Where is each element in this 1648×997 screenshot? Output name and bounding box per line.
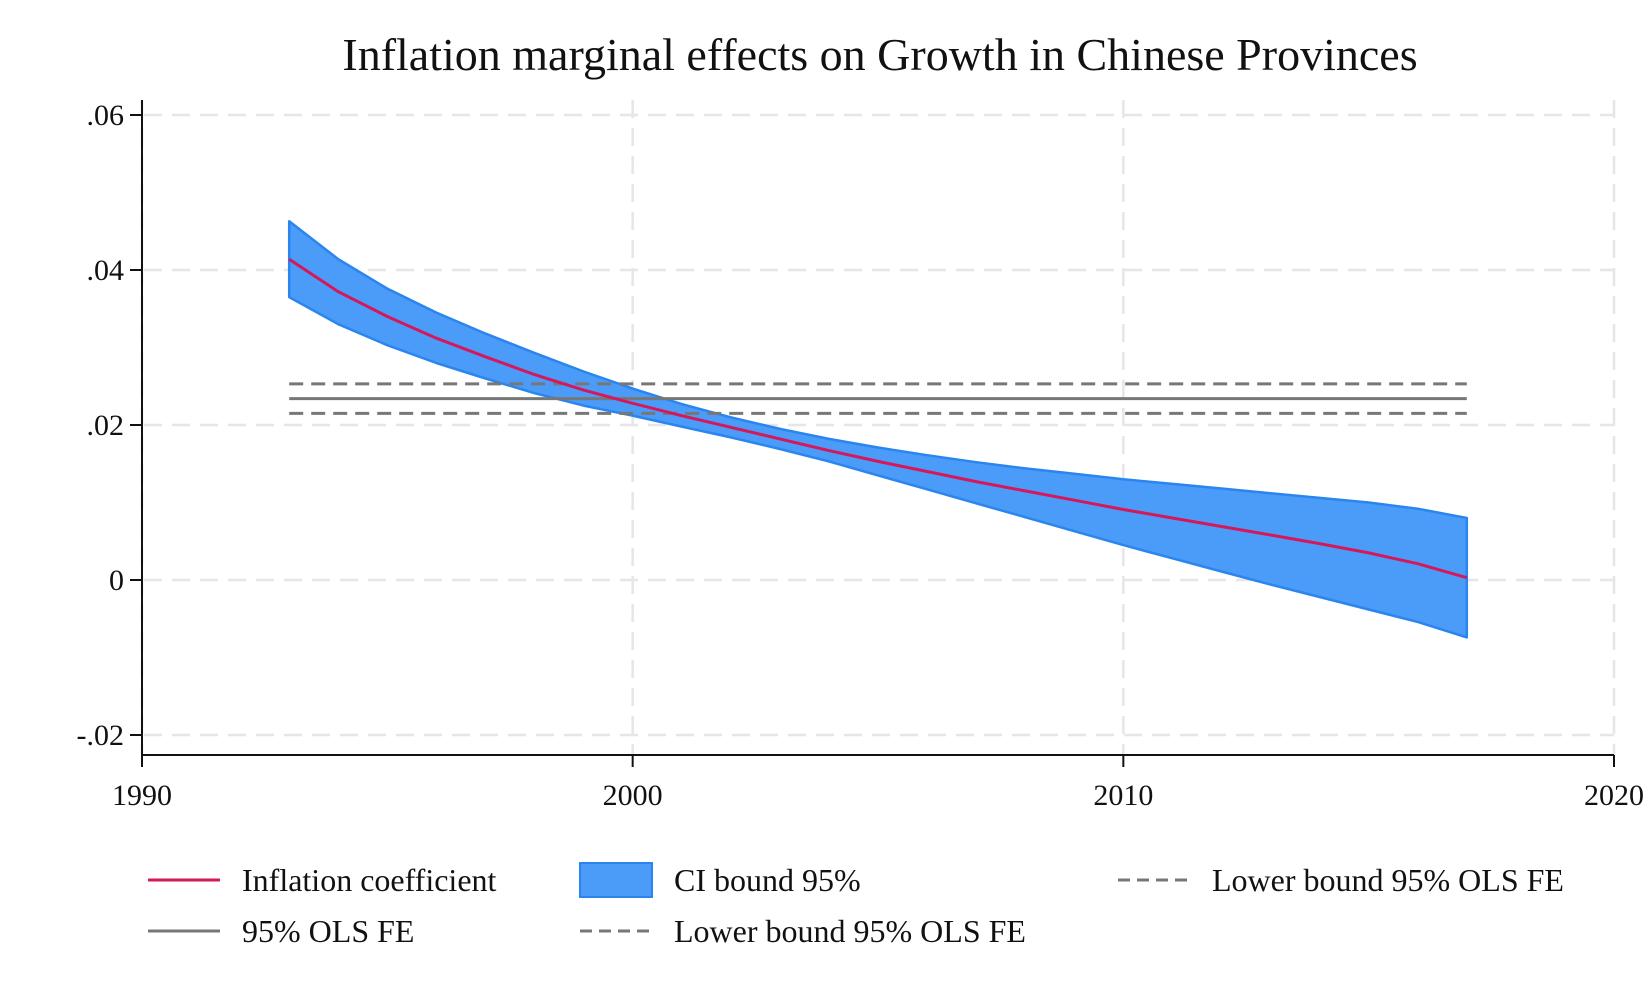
axes: -.02 0 .02 .04 .06 1990 2000 2010 2020 xyxy=(77,99,1645,812)
coefficient-line-layer xyxy=(288,257,1468,580)
legend-label: Lower bound 95% OLS FE xyxy=(674,913,1026,949)
y-tick-label: 0 xyxy=(109,564,124,597)
ols-lines-layer xyxy=(289,382,1467,415)
y-tick-label: .04 xyxy=(87,254,125,287)
legend-label: 95% OLS FE xyxy=(242,913,414,949)
legend: Inflation coefficient CI bound 95% Lower b… xyxy=(148,862,1564,949)
ci-band-layer xyxy=(287,219,1469,639)
x-tick-label: 1990 xyxy=(112,779,172,812)
legend-label: Lower bound 95% OLS FE xyxy=(1212,862,1564,898)
y-tick-label: .02 xyxy=(87,409,125,442)
x-tick-label: 2020 xyxy=(1584,779,1644,812)
x-tick-label: 2010 xyxy=(1093,779,1153,812)
inflation-coefficient-line xyxy=(288,257,1468,580)
legend-swatch-ci-band xyxy=(579,862,653,898)
legend-label: Inflation coefficient xyxy=(242,862,497,898)
ci-band xyxy=(287,219,1469,639)
legend-label: CI bound 95% xyxy=(674,862,861,898)
gridlines xyxy=(140,100,1616,755)
y-tick-label: -.02 xyxy=(77,719,125,752)
y-tick-label: .06 xyxy=(87,99,125,132)
x-tick-label: 2000 xyxy=(603,779,663,812)
chart-title: Inflation marginal effects on Growth in … xyxy=(342,29,1417,80)
